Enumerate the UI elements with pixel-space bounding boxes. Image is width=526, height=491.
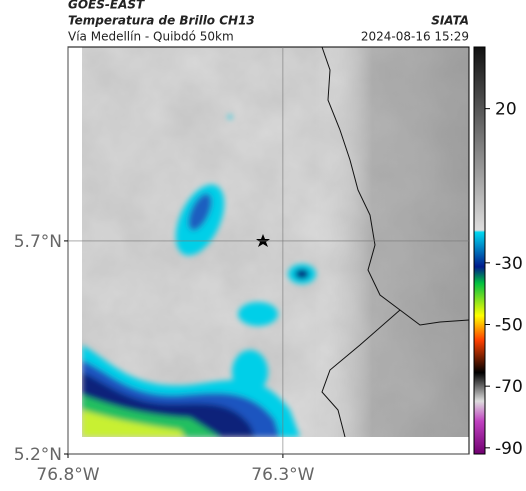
colorbar [473, 46, 486, 455]
colorbar-label: 20 [495, 100, 517, 120]
colorbar-label: -90 [495, 439, 523, 459]
x-tick-label: 76.3°W [251, 465, 314, 485]
colorbar-label: -50 [495, 316, 523, 336]
y-tick-label: 5.7°N [14, 232, 62, 252]
satellite-image [82, 47, 469, 437]
source: SIATA [431, 14, 469, 28]
subtitle: Temperatura de Brillo CH13 [68, 14, 255, 28]
location: Vía Medellín - Quibdó 50km [68, 30, 234, 44]
y-tick-label: 5.2°N [14, 445, 62, 465]
title: GOES-EAST [68, 0, 145, 12]
colorbar-label: -70 [495, 377, 523, 397]
datetime: 2024-08-16 15:29 [361, 30, 469, 44]
x-tick-label: 76.8°W [36, 465, 99, 485]
colorbar-label: -30 [495, 254, 523, 274]
axes: 76.8°W 76.3°W 5.2°N 5.7°N 20 -30 -50 -70 -90 [14, 47, 523, 485]
